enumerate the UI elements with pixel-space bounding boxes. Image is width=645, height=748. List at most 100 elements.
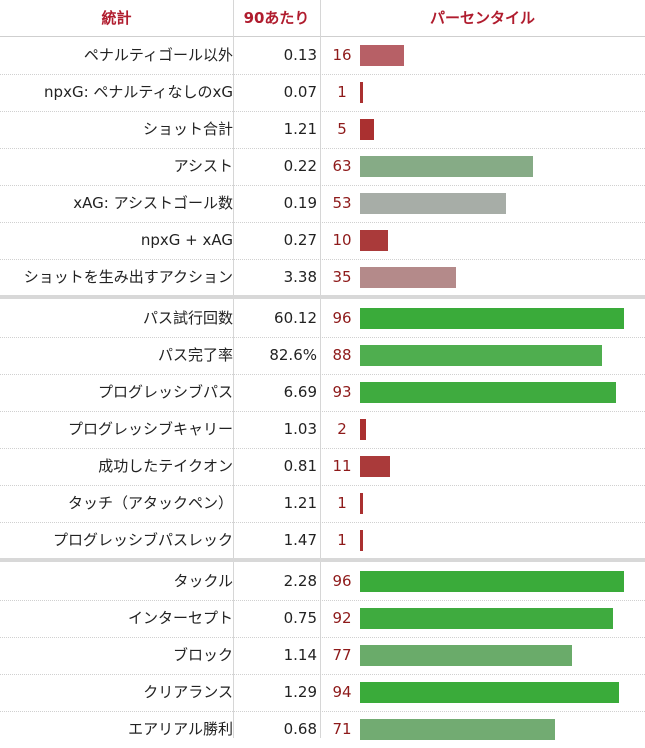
percentile-bar bbox=[360, 119, 374, 140]
table-row: プログレッシブパスレック 1.47 1 bbox=[0, 522, 645, 559]
percentile-value: 93 bbox=[332, 383, 352, 401]
stat-name: ショット合計 bbox=[142, 120, 233, 138]
percentile-bar bbox=[360, 82, 363, 103]
percentile-bar bbox=[360, 230, 388, 251]
table-row: 成功したテイクオン 0.81 11 bbox=[0, 448, 645, 486]
per90-value: 82.6% bbox=[269, 346, 317, 364]
per90-value: 0.19 bbox=[283, 194, 317, 212]
stat-name: プログレッシブキャリー bbox=[67, 420, 233, 438]
stat-name: ペナルティゴール以外 bbox=[83, 46, 233, 64]
percentile-bar bbox=[360, 493, 363, 514]
per90-value: 60.12 bbox=[274, 309, 317, 327]
stat-name: インターセプト bbox=[127, 609, 233, 627]
per90-value: 3.38 bbox=[283, 268, 317, 286]
percentile-bar bbox=[360, 382, 616, 403]
percentile-bar bbox=[360, 456, 390, 477]
percentile-value: 96 bbox=[332, 309, 352, 327]
table-row: プログレッシブパス 6.69 93 bbox=[0, 374, 645, 412]
table-row: ショットを生み出すアクション 3.38 35 bbox=[0, 259, 645, 296]
stat-name: タッチ（アタックペン） bbox=[67, 494, 233, 512]
stat-name: エアリアル勝利 bbox=[128, 720, 233, 738]
percentile-value: 35 bbox=[332, 268, 352, 286]
percentile-bar bbox=[360, 645, 572, 666]
section-separator bbox=[0, 295, 645, 299]
table-row: npxG + xAG 0.27 10 bbox=[0, 222, 645, 260]
per90-value: 1.21 bbox=[283, 494, 317, 512]
percentile-bar bbox=[360, 267, 456, 288]
stat-name: ブロック bbox=[172, 646, 233, 664]
percentile-value: 71 bbox=[332, 720, 352, 738]
percentile-bar bbox=[360, 45, 404, 66]
stat-name: npxG: ペナルティなしのxG bbox=[44, 83, 233, 101]
stat-name: ショットを生み出すアクション bbox=[23, 268, 233, 286]
per90-value: 1.29 bbox=[283, 683, 317, 701]
table-row: xAG: アシストゴール数 0.19 53 bbox=[0, 185, 645, 223]
table-row: タックル 2.28 96 bbox=[0, 563, 645, 601]
percentile-bar bbox=[360, 345, 602, 366]
per90-value: 0.07 bbox=[283, 83, 317, 101]
stat-name: プログレッシブパスレック bbox=[52, 531, 233, 549]
percentile-value: 11 bbox=[332, 457, 352, 475]
table-row: ブロック 1.14 77 bbox=[0, 637, 645, 675]
percentile-value: 88 bbox=[332, 346, 352, 364]
per90-value: 0.22 bbox=[283, 157, 317, 175]
header-stat[interactable]: 統計 bbox=[101, 9, 132, 27]
percentile-bar bbox=[360, 571, 624, 592]
stat-name: タックル bbox=[173, 572, 233, 590]
stat-name: パス試行回数 bbox=[142, 309, 233, 327]
per90-value: 0.75 bbox=[283, 609, 317, 627]
column-divider bbox=[233, 0, 234, 738]
per90-value: 1.21 bbox=[283, 120, 317, 138]
percentile-value: 96 bbox=[332, 572, 352, 590]
per90-value: 6.69 bbox=[283, 383, 317, 401]
percentile-bar bbox=[360, 682, 619, 703]
stat-name: 成功したテイクオン bbox=[98, 457, 233, 475]
percentile-bar bbox=[360, 530, 363, 551]
percentile-bar bbox=[360, 419, 366, 440]
percentile-bar bbox=[360, 193, 506, 214]
stat-name: パス完了率 bbox=[157, 346, 233, 364]
per90-value: 0.27 bbox=[283, 231, 317, 249]
percentile-value: 77 bbox=[332, 646, 352, 664]
percentile-value: 10 bbox=[332, 231, 352, 249]
table-row: プログレッシブキャリー 1.03 2 bbox=[0, 411, 645, 449]
percentile-value: 5 bbox=[337, 120, 347, 138]
percentile-value: 1 bbox=[337, 531, 347, 549]
percentile-bar bbox=[360, 156, 533, 177]
per90-value: 0.68 bbox=[283, 720, 317, 738]
per90-value: 0.81 bbox=[283, 457, 317, 475]
percentile-bar bbox=[360, 719, 555, 740]
table-row: npxG: ペナルティなしのxG 0.07 1 bbox=[0, 74, 645, 112]
per90-value: 0.13 bbox=[283, 46, 317, 64]
per90-value: 1.14 bbox=[283, 646, 317, 664]
per90-value: 1.47 bbox=[283, 531, 317, 549]
table-row: アシスト 0.22 63 bbox=[0, 148, 645, 186]
column-divider bbox=[320, 0, 321, 738]
table-row: インターセプト 0.75 92 bbox=[0, 600, 645, 638]
per90-value: 2.28 bbox=[283, 572, 317, 590]
stat-name: xAG: アシストゴール数 bbox=[73, 194, 233, 212]
header-per90[interactable]: 90あたり bbox=[243, 9, 310, 27]
stat-name: クリアランス bbox=[143, 683, 233, 701]
table-row: パス完了率 82.6% 88 bbox=[0, 337, 645, 375]
stat-name: アシスト bbox=[173, 157, 233, 175]
percentile-value: 1 bbox=[337, 494, 347, 512]
percentile-value: 63 bbox=[332, 157, 352, 175]
percentile-value: 1 bbox=[337, 83, 347, 101]
stat-name: npxG + xAG bbox=[140, 231, 233, 249]
table-header: 統計 90あたり パーセンタイル bbox=[0, 0, 645, 37]
percentile-bar bbox=[360, 608, 613, 629]
stat-name: プログレッシブパス bbox=[97, 383, 233, 401]
header-percentile[interactable]: パーセンタイル bbox=[429, 9, 535, 27]
percentile-value: 2 bbox=[337, 420, 347, 438]
section-separator bbox=[0, 558, 645, 562]
per90-value: 1.03 bbox=[283, 420, 317, 438]
percentile-bar bbox=[360, 308, 624, 329]
table-row: タッチ（アタックペン） 1.21 1 bbox=[0, 485, 645, 523]
percentile-value: 94 bbox=[332, 683, 352, 701]
percentile-value: 92 bbox=[332, 609, 352, 627]
table-row: クリアランス 1.29 94 bbox=[0, 674, 645, 712]
table-row: ショット合計 1.21 5 bbox=[0, 111, 645, 149]
table-row: ペナルティゴール以外 0.13 16 bbox=[0, 37, 645, 75]
